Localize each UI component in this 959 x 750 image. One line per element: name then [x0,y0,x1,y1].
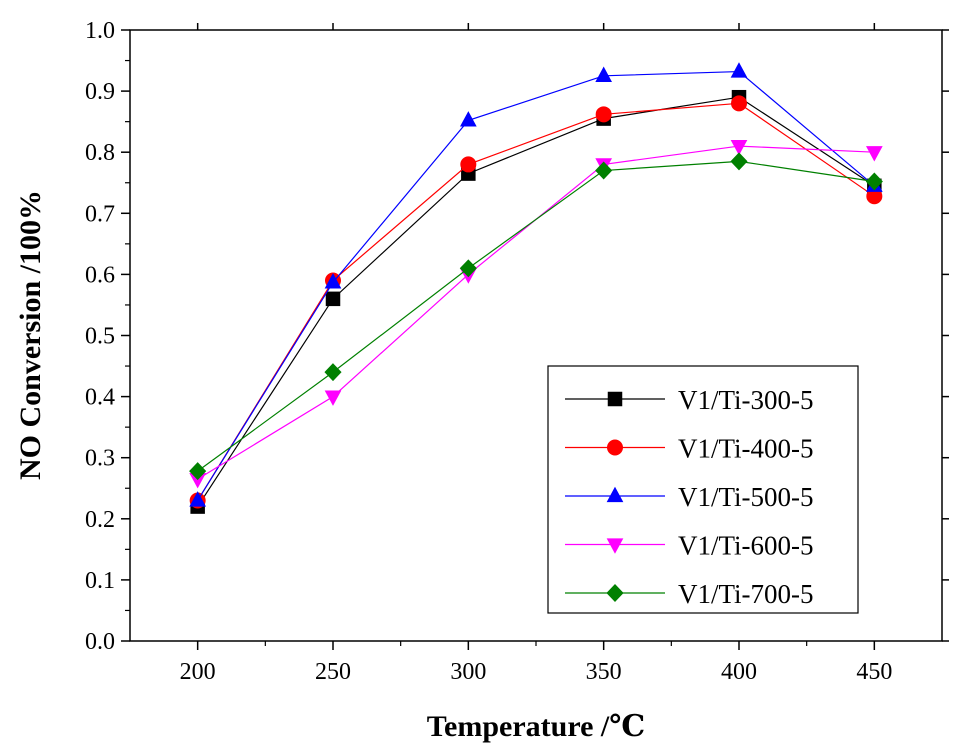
legend-label: V1/Ti-400-5 [678,434,814,464]
x-tick-label: 200 [180,659,216,685]
data-point [324,363,342,382]
series-layer [189,62,883,514]
y-tick-label: 0.2 [85,507,115,533]
legend-item: V1/Ti-600-5 [565,531,814,561]
legend-box [547,365,859,614]
data-point [324,390,342,406]
x-tick-label: 250 [315,659,351,685]
axes: 200 250 300 350 400 450 0.0 0.1 0.2 0.3 0.4 0.5 0.6 0… [85,18,949,685]
legend-item: V1/Ti-500-5 [565,482,814,512]
data-point [730,62,748,78]
x-tick-label: 450 [856,659,892,685]
y-tick-label: 0.3 [85,446,115,472]
data-point [595,161,613,180]
data-point [730,139,748,156]
series-3 [189,62,883,507]
data-point [459,259,477,278]
x-axis-title: Temperature /℃ [427,710,645,743]
data-point [865,172,883,191]
legend-marker [607,391,623,407]
legend-label: V1/Ti-600-5 [678,531,814,561]
series-line [197,102,875,501]
y-tick-label: 0.7 [85,201,115,227]
legend-item: V1/Ti-400-5 [565,434,814,464]
data-point [325,291,341,307]
legend-item: V1/Ti-300-5 [565,385,814,415]
legend-marker [606,584,624,602]
data-point [595,66,613,82]
y-tick-label: 0.0 [85,629,115,655]
y-tick-label: 0.5 [85,324,115,350]
data-point [459,111,477,127]
x-tick-label: 400 [721,659,757,685]
legend: V1/Ti-300-5 V1/Ti-400-5 V1/Ti-500-5 V1/Ti-6… [547,365,859,614]
series-line [197,70,875,501]
y-tick-label: 0.1 [85,568,115,594]
series-line [197,160,875,472]
data-point [189,462,207,481]
legend-item: V1/Ti-700-5 [565,579,814,609]
data-point [189,491,207,507]
legend-marker [607,439,623,456]
data-point [865,146,883,162]
data-point [731,95,747,112]
data-point [595,106,612,123]
x-tick-label: 350 [586,659,622,685]
y-tick-label: 1.0 [85,18,115,44]
y-tick-label: 0.6 [85,262,115,288]
legend-label: V1/Ti-700-5 [678,579,814,609]
y-tick-label: 0.4 [85,385,115,411]
data-point [460,156,477,173]
x-tick-label: 300 [450,659,486,685]
y-axis-title: NO Conversion /100% [14,190,47,480]
legend-marker [606,486,624,503]
y-tick-label: 0.9 [85,79,115,105]
y-tick-label: 0.8 [85,140,115,166]
legend-label: V1/Ti-500-5 [678,482,814,512]
series-5 [189,152,883,481]
series-line [197,96,875,507]
legend-marker [606,538,624,554]
data-point [324,273,342,289]
data-point [730,152,748,171]
legend-label: V1/Ti-300-5 [678,385,814,415]
